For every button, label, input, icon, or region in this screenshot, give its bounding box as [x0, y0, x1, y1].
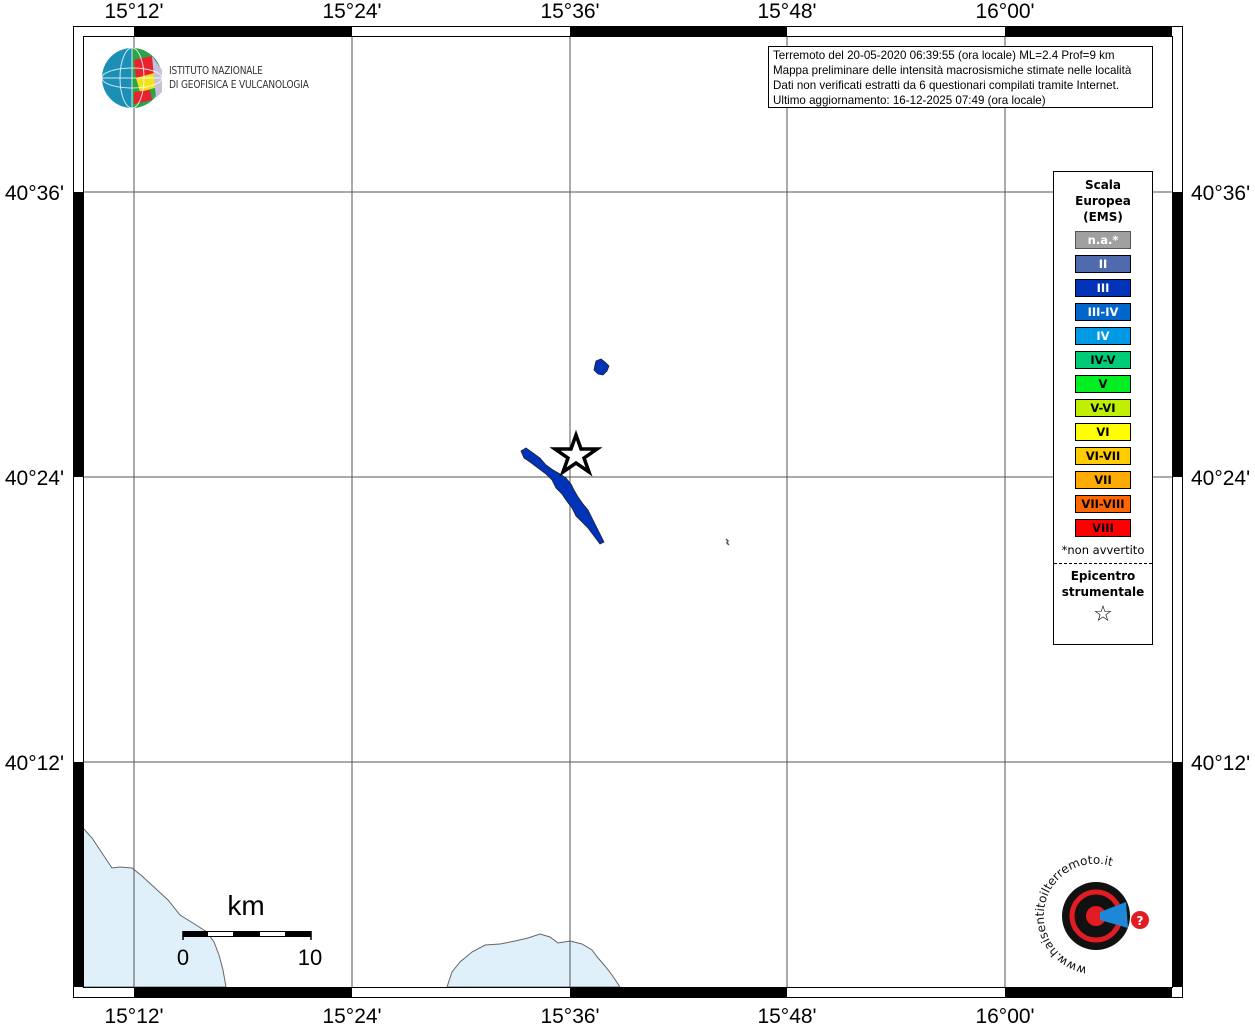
legend-note: *non avvertito	[1061, 543, 1145, 557]
legend-swatch: V-VI	[1075, 399, 1131, 417]
info-line: Ultimo aggiornamento: 16-12-2025 07:49 (…	[773, 94, 1046, 107]
logo-line: ISTITUTO NAZIONALE	[169, 64, 263, 77]
epicenter-star-icon	[549, 429, 603, 477]
legend-title-line: (EMS)	[1083, 210, 1123, 224]
legend-swatch: IV	[1075, 327, 1131, 345]
legend-title: Scala Europea (EMS)	[1054, 177, 1152, 225]
legend-swatch: VI-VII	[1075, 447, 1131, 465]
scale-bar: km 0 10	[177, 890, 322, 970]
lon-label-bottom: 15°48'	[757, 1005, 816, 1024]
legend-swatch: III	[1075, 279, 1131, 297]
legend: Scala Europea (EMS) n.a.* II III III-IV IV IV…	[1053, 171, 1153, 645]
lon-label-bottom: 15°36'	[540, 1005, 599, 1024]
logo-line: DI GEOFISICA E VULCANOLOGIA	[169, 78, 309, 91]
lon-label-top: 15°24'	[322, 0, 381, 23]
lon-label-top: 15°36'	[540, 0, 599, 23]
sea-area	[446, 933, 621, 988]
ingv-logo-text: ISTITUTO NAZIONALE DI GEOFISICA E VULCAN…	[169, 64, 309, 92]
svg-text:?: ?	[1137, 914, 1144, 928]
legend-swatch: VIII	[1075, 519, 1131, 537]
lat-label-right: 40°12'	[1191, 752, 1250, 775]
lat-label-left: 40°36'	[5, 182, 64, 205]
scale-min: 0	[177, 945, 189, 970]
lat-label-right: 40°36'	[1191, 182, 1250, 205]
grid	[83, 36, 1172, 987]
legend-swatch: VI	[1075, 423, 1131, 441]
info-line: Terremoto del 20-05-2020 06:39:55 (ora l…	[773, 49, 1115, 62]
sea-area	[82, 826, 227, 988]
lat-label-right: 40°24'	[1191, 467, 1250, 490]
legend-swatch: V	[1075, 375, 1131, 393]
legend-epicenter-line: strumentale	[1061, 585, 1145, 599]
legend-swatch: IV-V	[1075, 351, 1131, 369]
lon-label-bottom: 15°24'	[322, 1005, 381, 1024]
legend-swatch: n.a.*	[1075, 231, 1131, 249]
lat-label-left: 40°12'	[5, 752, 64, 775]
question-badge-icon	[1131, 911, 1149, 929]
info-line: Mappa preliminare delle intensità macros…	[773, 64, 1132, 77]
legend-title-line: Europea	[1075, 194, 1131, 208]
lon-label-top: 15°12'	[104, 0, 163, 23]
ingv-globe-logo	[101, 47, 163, 109]
scale-max: 10	[298, 945, 322, 970]
lon-label-bottom: 15°12'	[104, 1005, 163, 1024]
legend-swatches: n.a.* II III III-IV IV IV-V V V-VI VI VI-VII VII VI…	[1054, 231, 1152, 537]
lon-label-bottom: 16°00'	[975, 1005, 1034, 1024]
legend-divider	[1054, 563, 1152, 564]
info-line: Dati non verificati estratti da 6 questi…	[773, 79, 1120, 92]
intensity-area-iii	[593, 358, 610, 376]
lon-label-top: 15°48'	[757, 0, 816, 23]
legend-swatch: III-IV	[1075, 303, 1131, 321]
map-frame	[73, 26, 1183, 998]
info-box: Terremoto del 20-05-2020 06:39:55 (ora l…	[768, 46, 1153, 108]
lat-label-left: 40°24'	[5, 467, 64, 490]
legend-epicenter-line: Epicentro	[1070, 569, 1136, 583]
hsit-logo: ? www.haisentitoilterremoto.it	[1033, 853, 1149, 978]
scale-unit: km	[227, 890, 264, 921]
intensity-area-iii	[520, 447, 605, 545]
legend-epicenter-label: Epicentro strumentale	[1054, 568, 1152, 600]
legend-title-line: Scala	[1084, 178, 1122, 192]
legend-swatch: II	[1075, 255, 1131, 273]
legend-swatch: VII	[1075, 471, 1131, 489]
legend-star-icon: ☆	[1093, 602, 1113, 627]
lon-label-top: 16°00'	[975, 0, 1034, 23]
intensity-area-small	[725, 538, 730, 546]
legend-swatch: VII-VIII	[1075, 495, 1131, 513]
